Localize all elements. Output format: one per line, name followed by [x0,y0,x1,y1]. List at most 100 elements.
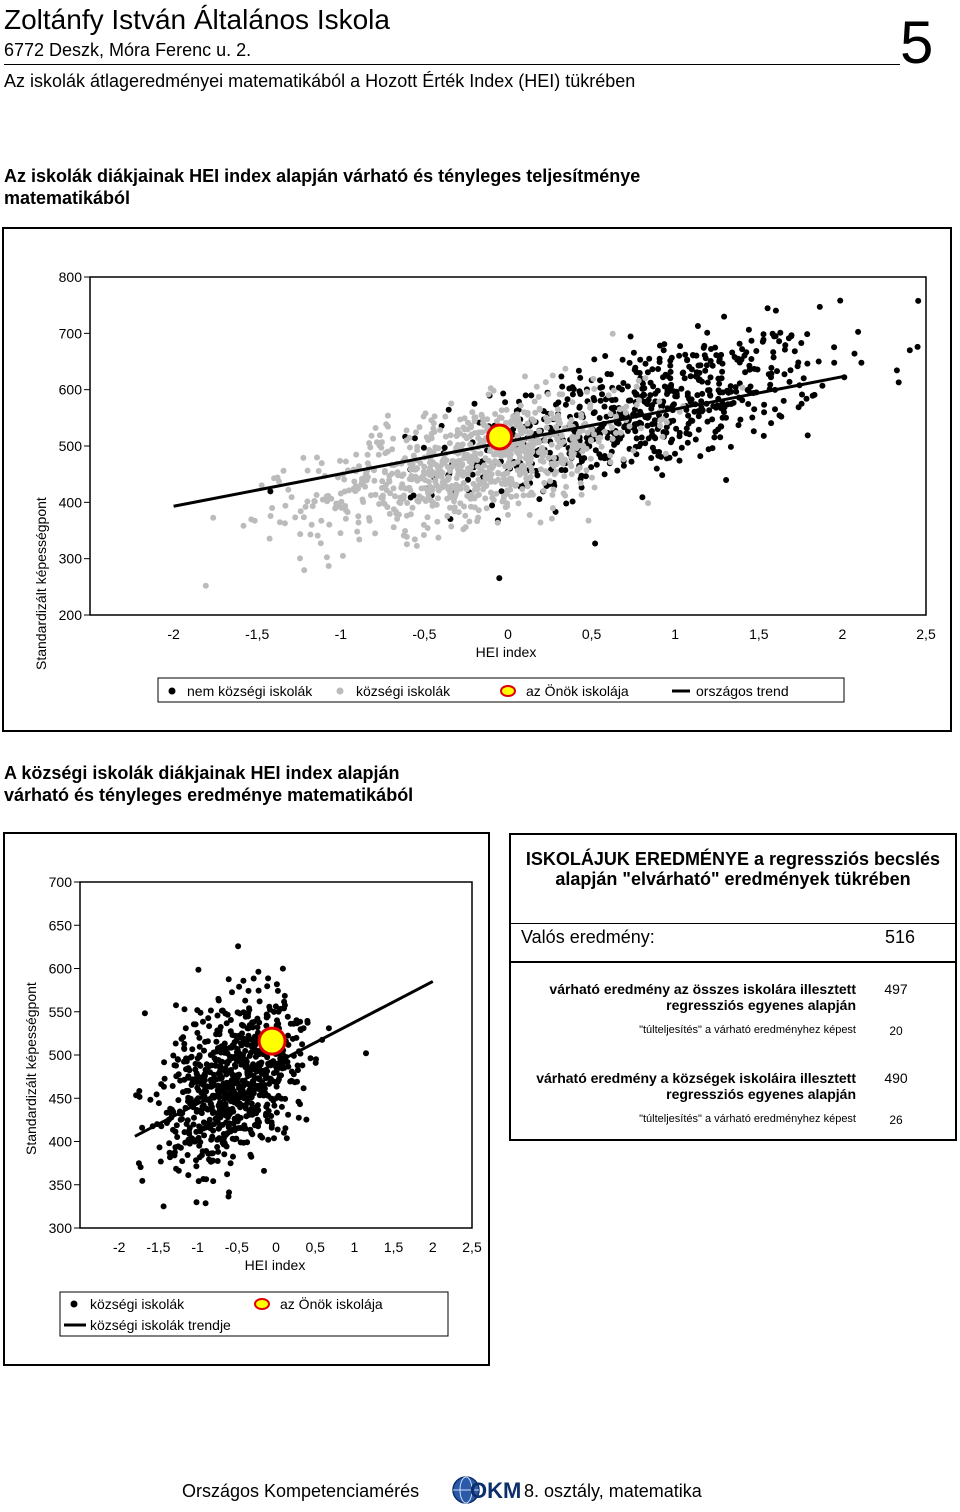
series-1-point [428,472,435,479]
series-1-point [548,410,555,417]
y-tick-label: 600 [59,382,83,398]
series-0-point [281,992,288,999]
series-0-point [791,348,798,355]
series-0-point [782,342,789,349]
series-1-point [525,492,532,499]
series-1-point [258,482,265,489]
series-1-point [210,514,217,521]
series-1-point [630,447,637,454]
series-0-point [229,1071,236,1078]
series-1-point [337,490,344,497]
series-1-point [372,425,379,431]
series-1-point [569,399,576,406]
series-1-point [502,504,509,511]
series-0-point [136,1088,143,1094]
series-0-point [256,998,263,1005]
series-0-point [230,1043,237,1049]
series-0-point [746,362,753,369]
series-1-point [468,503,474,510]
series-0-point [220,1131,227,1137]
series-1-point [558,432,565,439]
series-1-point [443,483,450,490]
series-0-point [631,421,638,428]
series-0-point [712,344,719,351]
series-1-point [545,454,552,461]
series-1-point [378,439,385,446]
series-0-point [255,987,262,994]
series-0-point [195,1178,202,1185]
series-0-point [786,378,793,385]
series-0-point [695,426,702,433]
series-0-point [239,1087,246,1093]
series-0-point [195,1061,202,1068]
series-1-point [535,393,542,400]
series-1-point [569,436,576,442]
series-0-point [703,362,710,369]
series-1-point [521,464,528,471]
series-0-point [196,1123,203,1130]
series-1-point [472,450,479,457]
series-0-point [244,1041,251,1048]
series-1-point [425,437,432,443]
series-0-point [225,976,232,983]
chart2-own-school-marker [257,1026,287,1056]
series-1-point [578,491,585,498]
series-1-point [430,420,437,427]
series-0-point [663,424,670,431]
series-0-point [237,1040,244,1047]
series-0-point [502,399,509,406]
x-tick-label: 0 [504,626,512,642]
okm-logo-icon: OKM [452,1476,520,1504]
series-1-point [266,535,273,542]
series-0-point [707,358,714,364]
series-0-point [253,1039,259,1046]
series-0-point [237,1114,244,1121]
series-0-point [768,370,775,377]
series-0-point [781,371,788,378]
series-0-point [569,384,576,391]
series-0-point [194,1029,201,1036]
series-0-point [147,1096,154,1103]
series-1-point [495,469,502,476]
series-0-point [641,398,648,405]
expected-village-label: várható eredmény a községek iskoláira il… [536,1070,856,1102]
series-0-point [247,1049,254,1056]
series-0-point [681,375,688,382]
series-0-point [611,404,618,411]
series-0-point [249,1111,256,1118]
series-0-point [685,412,692,419]
series-0-point [496,575,503,582]
series-1-point [460,480,467,486]
series-0-point [191,1138,198,1145]
series-1-point [355,513,362,520]
series-0-point [647,392,654,399]
series-0-point [137,1164,144,1171]
series-0-point [180,1089,186,1096]
overperformance-all-value: 20 [889,1024,903,1038]
series-0-point [590,410,597,417]
series-0-point [717,423,724,430]
series-1-point [308,521,315,528]
overperformance-village-value: 26 [889,1113,903,1127]
series-0-point [230,1088,237,1095]
series-1-point [421,485,428,492]
series-0-point [599,391,605,398]
series-0-point [236,1094,243,1101]
series-0-point [858,359,865,366]
series-1-point [513,493,520,499]
series-0-point [646,355,653,362]
series-0-point [534,472,541,479]
series-1-point [542,468,549,475]
series-0-point [914,343,921,350]
series-1-point [589,426,595,433]
series-0-point [186,1067,193,1074]
series-0-point [688,396,695,403]
footer-right-text: 8. osztály, matematika [524,1481,702,1501]
series-0-point [223,1071,230,1078]
series-1-point [390,485,397,492]
series-1-point [487,385,494,392]
series-0-point [626,359,633,366]
series-0-point [266,1080,273,1087]
series-1-point [482,422,489,429]
series-1-point [389,446,396,453]
